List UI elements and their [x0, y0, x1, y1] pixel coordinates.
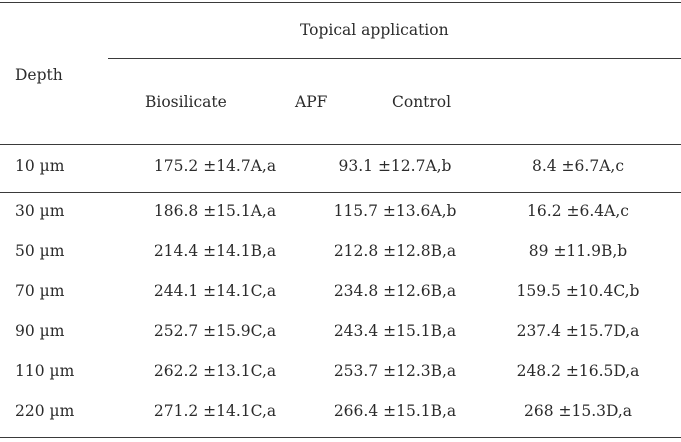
table-top-rule [0, 2, 681, 3]
table-cell-apf: 234.8 ±12.6B,a [333, 282, 457, 300]
table-bottom-rule [0, 437, 681, 438]
table-cell-biosilicate: 262.2 ±13.1C,a [153, 362, 277, 380]
column-header-apf: APF [295, 93, 328, 111]
table-cell-biosilicate: 252.7 ±15.9C,a [153, 322, 277, 340]
group-header-label: Topical application [300, 21, 449, 39]
table-cell-biosilicate: 244.1 ±14.1C,a [153, 282, 277, 300]
column-header-control: Control [392, 93, 452, 111]
table-cell-control: 8.4 ±6.7A,c [531, 157, 625, 175]
table-cell-apf: 93.1 ±12.7A,b [338, 157, 452, 175]
table-cell-control: 248.2 ±16.5D,a [516, 362, 640, 380]
table-cell-apf: 115.7 ±13.6A,b [333, 202, 457, 220]
table-cell-control: 268 ±15.3D,a [523, 402, 633, 420]
table-cell-apf: 212.8 ±12.8B,a [333, 242, 457, 260]
table-cell-apf: 253.7 ±12.3B,a [333, 362, 457, 380]
table-cell-biosilicate: 186.8 ±15.1A,a [153, 202, 277, 220]
table-cell-control: 89 ±11.9B,b [528, 242, 628, 260]
table-cell-biosilicate: 271.2 ±14.1C,a [153, 402, 277, 420]
table-cell-depth: 10 µm [15, 157, 65, 175]
first-row-rule [0, 192, 681, 193]
table-cell-depth: 30 µm [15, 202, 65, 220]
table-cell-apf: 266.4 ±15.1B,a [333, 402, 457, 420]
table-cell-apf: 243.4 ±15.1B,a [333, 322, 457, 340]
table-cell-biosilicate: 175.2 ±14.7A,a [153, 157, 277, 175]
table-cell-depth: 90 µm [15, 322, 65, 340]
depth-header-label: Depth [15, 66, 63, 84]
column-header-biosilicate: Biosilicate [145, 93, 227, 111]
table-cell-depth: 110 µm [15, 362, 75, 380]
group-header-rule [108, 58, 681, 59]
table-cell-depth: 220 µm [15, 402, 75, 420]
header-bottom-rule [0, 144, 681, 145]
table-cell-control: 237.4 ±15.7D,a [516, 322, 640, 340]
table-cell-depth: 70 µm [15, 282, 65, 300]
table-cell-biosilicate: 214.4 ±14.1B,a [153, 242, 277, 260]
table-cell-control: 159.5 ±10.4C,b [516, 282, 640, 300]
table-cell-depth: 50 µm [15, 242, 65, 260]
table-cell-control: 16.2 ±6.4A,c [527, 202, 629, 220]
